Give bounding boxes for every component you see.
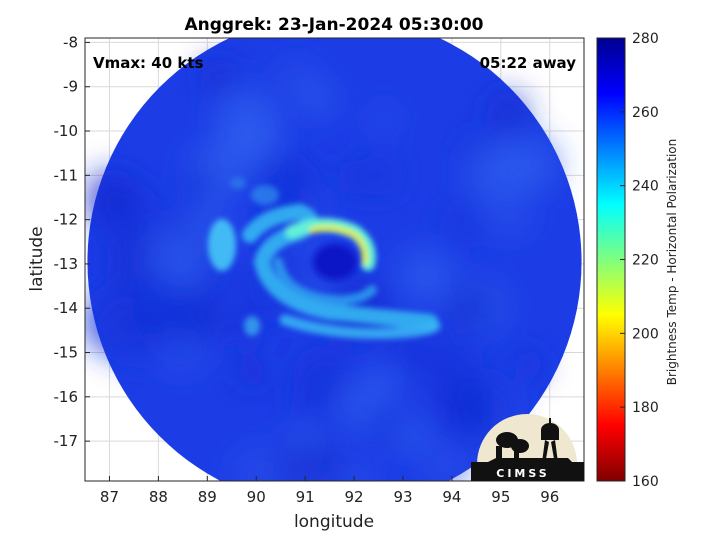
colorbar-tick-label: 240: [632, 179, 659, 195]
eyewall-arc-outer: [285, 218, 376, 271]
axes-frame: [84, 37, 585, 482]
y-tick-label: -16: [54, 388, 79, 406]
y-tick-label: -10: [54, 122, 79, 140]
colorbar-tick-label: 220: [632, 253, 659, 269]
texture-blob: [392, 416, 431, 455]
y-tick-label: -14: [54, 299, 79, 317]
southern-band: [279, 314, 441, 339]
x-axis-label: longitude: [294, 512, 374, 532]
y-tick-label: -15: [54, 344, 79, 362]
background-texture: [85, 57, 561, 481]
texture-blob: [367, 103, 400, 136]
colorbar-tick-label: 160: [632, 474, 659, 490]
texture-blob: [445, 282, 494, 332]
texture-blob: [287, 421, 322, 456]
y-tick-label: -12: [54, 211, 79, 229]
y-axis-ticks: -8 -9 -10 -11 -12 -13 -14 -15 -16 -17: [54, 33, 90, 450]
colorbar-tick-label: 180: [632, 400, 659, 416]
texture-blob: [439, 200, 487, 249]
texture-blob: [231, 444, 286, 481]
colorbar-tick-label: 260: [632, 105, 659, 121]
inner-band: [273, 257, 377, 306]
texture-blob: [440, 383, 495, 438]
western-rainband-south: [244, 316, 260, 336]
colorbar-label: Brightness Temp - Horizontal Polarizatio…: [665, 139, 679, 386]
vmax-annotation: Vmax: 40 kts: [93, 54, 203, 72]
texture-blob: [422, 442, 471, 481]
texture-blob: [465, 141, 528, 205]
heatmap: [85, 38, 582, 481]
texture-blob: [235, 357, 268, 389]
x-tick-label: 93: [393, 488, 412, 506]
texture-blob: [219, 111, 281, 173]
outer-spiral-band: [242, 203, 438, 330]
texture-blob: [513, 348, 546, 381]
texture-blob: [290, 378, 333, 421]
x-tick-label: 87: [100, 488, 119, 506]
texture-blob: [132, 275, 201, 343]
texture-blob: [184, 165, 217, 198]
texture-blob: [370, 366, 400, 396]
x-tick-label: 92: [345, 488, 364, 506]
western-rainband: [208, 219, 236, 271]
y-tick-label: -9: [63, 78, 78, 96]
logo-ground: [471, 458, 584, 481]
northwest-blob: [251, 185, 279, 205]
texture-blob: [85, 168, 139, 225]
y-tick-label: -8: [63, 33, 78, 51]
logo-text: CIMSS: [496, 467, 549, 480]
x-tick-label: 91: [296, 488, 315, 506]
texture-blob: [360, 153, 404, 197]
y-tick-label: -11: [54, 166, 79, 184]
texture-blob: [198, 57, 237, 96]
texture-blob: [396, 246, 456, 306]
x-tick-label: 95: [491, 488, 510, 506]
time-offset-annotation: 05:22 away: [480, 54, 577, 72]
rainband-features: [208, 177, 441, 339]
y-tick-label: -13: [54, 255, 79, 273]
chart-title: Anggrek: 23-Jan-2024 05:30:00: [184, 15, 483, 35]
texture-blob: [297, 79, 336, 118]
colorbar-ticks: 280 260 240 220 200 180 160: [620, 31, 659, 490]
cimss-logo: CIMSS: [471, 414, 584, 481]
eyewall-arc-core: [309, 225, 369, 265]
x-tick-label: 89: [198, 488, 217, 506]
texture-blob: [491, 196, 534, 240]
y-axis-label: latitude: [27, 226, 47, 291]
eye: [313, 244, 357, 280]
colorbar-tick-label: 280: [632, 31, 659, 47]
colorbar-tick-label: 200: [632, 326, 659, 342]
texture-blob: [85, 287, 146, 355]
x-tick-label: 88: [149, 488, 168, 506]
x-tick-label: 94: [442, 488, 461, 506]
x-tick-label: 90: [247, 488, 266, 506]
colorbar: 280 260 240 220 200 180 160 Brightness Temp - …: [596, 31, 679, 490]
northern-blob: [230, 177, 246, 189]
x-tick-label: 96: [540, 488, 559, 506]
y-tick-label: -17: [54, 432, 79, 450]
texture-blob: [485, 90, 531, 136]
